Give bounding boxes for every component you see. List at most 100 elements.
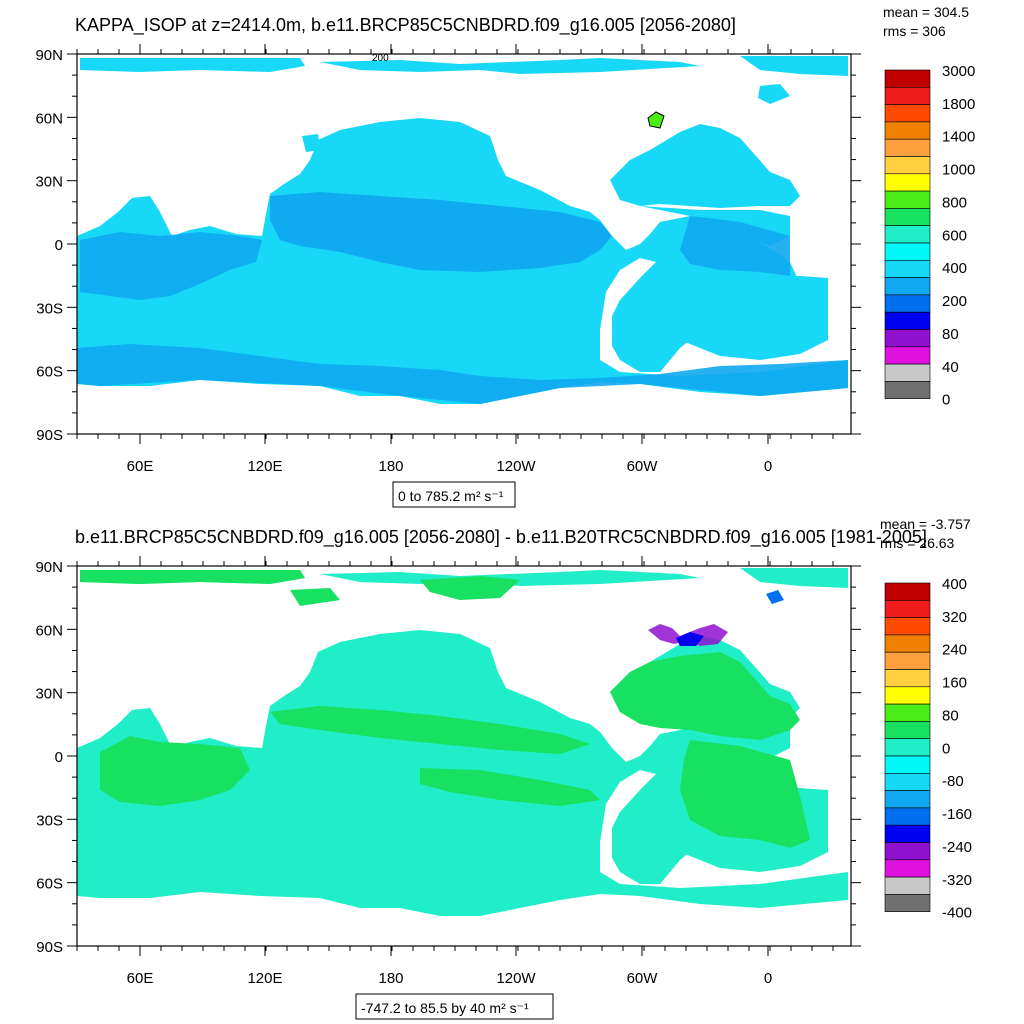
- colorbar-swatch: [884, 807, 931, 826]
- colorbar-bottom: 400 320 240 160 80 0 -80 -160 -240 -320 -400: [884, 576, 972, 922]
- panel-bottom-mean: mean = -3.757: [880, 516, 971, 532]
- colorbar-swatch: [884, 790, 931, 809]
- colorbar-swatch: [884, 686, 931, 705]
- map-bottom: [77, 568, 848, 916]
- colorbar-label: 3000: [942, 63, 975, 80]
- lon-label: 120E: [247, 970, 282, 987]
- ocean-blob: [302, 134, 320, 152]
- colorbar-label: 0: [942, 740, 950, 757]
- lat-label: 90N: [35, 47, 63, 64]
- colorbar-swatch: [884, 138, 931, 157]
- colorbar-swatch: [884, 87, 931, 105]
- colorbar-label: -240: [942, 839, 972, 856]
- range-label-top: 0 to 785.2 m² s⁻¹: [398, 488, 504, 504]
- colorbar-label: -160: [942, 806, 972, 823]
- colorbar-swatch: [884, 582, 931, 601]
- colorbar-label: 320: [942, 609, 967, 626]
- lon-label: 60E: [127, 970, 154, 987]
- colorbar-label: -80: [942, 773, 964, 790]
- colorbar-label: 400: [942, 576, 967, 593]
- colorbar-label: 1400: [942, 129, 975, 146]
- panel-bottom-title: b.e11.BRCP85C5CNBDRD.f09_g16.005 [2056-2…: [75, 527, 927, 548]
- colorbar-swatch: [884, 772, 931, 791]
- lon-label: 60W: [627, 970, 659, 987]
- lat-label: 60N: [35, 110, 63, 127]
- lon-label: 60W: [627, 458, 659, 475]
- colorbar-swatch: [884, 634, 931, 653]
- colorbar-label: 400: [942, 260, 967, 277]
- colorbar-swatch: [884, 294, 931, 313]
- ice-edge-contour: [647, 111, 665, 129]
- colorbar-swatch: [884, 669, 931, 688]
- colorbar-swatch: [884, 363, 931, 382]
- colorbar-swatch: [884, 894, 931, 913]
- colorbar-label: 240: [942, 642, 967, 659]
- colorbar-swatch: [884, 599, 931, 618]
- lon-label: 180: [378, 458, 403, 475]
- lon-label: 120W: [496, 458, 536, 475]
- lat-label: 30S: [36, 812, 63, 829]
- colorbar-label: 1800: [942, 96, 975, 113]
- colorbar-swatch: [884, 69, 931, 88]
- equatorial-band-top: [77, 192, 848, 404]
- lon-label: 0: [764, 458, 772, 475]
- colorbar-swatch: [884, 381, 931, 399]
- colorbar-swatch: [884, 242, 931, 261]
- lon-label: 60E: [127, 458, 154, 475]
- panel-top-mean: mean = 304.5: [883, 4, 969, 20]
- colorbar-swatch: [884, 651, 931, 670]
- colorbar-swatch: [884, 824, 931, 843]
- range-label-bottom: -747.2 to 85.5 by 40 m² s⁻¹: [361, 1000, 529, 1016]
- lat-label: 90S: [36, 939, 63, 956]
- lat-label: 30N: [35, 686, 63, 703]
- colorbar-swatch: [884, 721, 931, 740]
- contour-label: 200: [372, 53, 389, 64]
- lat-label: 60S: [36, 364, 63, 381]
- colorbar-swatch: [884, 755, 931, 774]
- colorbar-swatch: [884, 703, 931, 722]
- axes-bottom: 90N 60N 30N 0 30S 60S 90S 60E 120E 180 120W 60W 0: [35, 556, 861, 987]
- axes-top: 90N 60N 30N 0 30S 60S 90S 60E 120E 180 120W 60W 0: [35, 44, 861, 475]
- colorbar-swatch: [884, 329, 931, 348]
- lon-label: 120W: [496, 970, 536, 987]
- lat-label: 30S: [36, 300, 63, 317]
- lat-label: 0: [55, 749, 63, 766]
- colorbar-label: 40: [942, 359, 959, 376]
- colorbar-swatch: [884, 876, 931, 895]
- lat-label: 90N: [35, 559, 63, 576]
- lon-label: 180: [378, 970, 403, 987]
- lat-label: 30N: [35, 174, 63, 191]
- colorbar-label: 80: [942, 707, 959, 724]
- colorbar-swatch: [884, 617, 931, 636]
- panel-bottom-rms: rms = 26.63: [880, 535, 955, 551]
- green-anomaly-regions: [80, 570, 810, 848]
- lon-label: 0: [764, 970, 772, 987]
- colorbar-label: 0: [942, 392, 950, 409]
- colorbar-label: -400: [942, 905, 972, 922]
- colorbar-label: -320: [942, 872, 972, 889]
- ocean-blob: [758, 84, 790, 104]
- colorbar-swatch: [884, 104, 931, 123]
- colorbar-swatch: [884, 225, 931, 244]
- colorbar-swatch: [884, 842, 931, 861]
- colorbar-label: 80: [942, 326, 959, 343]
- colorbar-label: 1000: [942, 162, 975, 179]
- colorbar-label: 160: [942, 675, 967, 692]
- colorbar-swatch: [884, 346, 931, 365]
- panel-bottom: b.e11.BRCP85C5CNBDRD.f09_g16.005 [2056-2…: [35, 516, 972, 1020]
- colorbar-label: 200: [942, 293, 967, 310]
- anomaly-hotspot: [676, 632, 704, 646]
- range-label-top-box: 0 to 785.2 m² s⁻¹: [392, 481, 516, 508]
- colorbar-swatch: [884, 859, 931, 878]
- colorbar-swatch: [884, 173, 931, 192]
- colorbar-swatch: [884, 208, 931, 226]
- lat-label: 0: [55, 237, 63, 254]
- panel-top-rms: rms = 306: [883, 23, 946, 39]
- lon-label: 120E: [247, 458, 282, 475]
- lat-label: 60S: [36, 876, 63, 893]
- colorbar-label: 800: [942, 194, 967, 211]
- colorbar-swatch: [884, 738, 931, 757]
- colorbar-swatch: [884, 121, 931, 140]
- colorbar-label: 600: [942, 227, 967, 244]
